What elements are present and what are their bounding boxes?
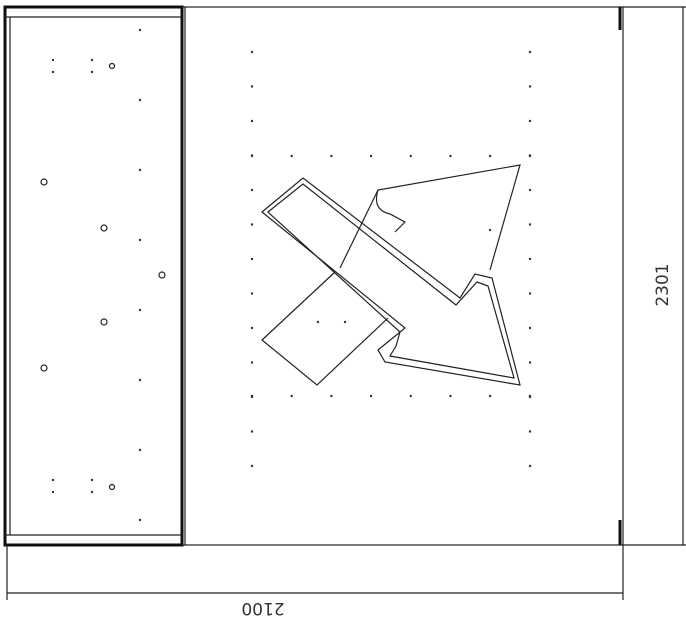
arrow-notch	[375, 189, 406, 233]
dot	[409, 394, 412, 398]
height-dimension: 2301	[653, 263, 673, 306]
dot	[250, 188, 254, 192]
dot	[51, 70, 55, 74]
dot	[138, 98, 142, 102]
dot	[290, 394, 293, 398]
dot	[528, 430, 532, 433]
rivet-dots	[51, 28, 532, 522]
arrow-inner	[267, 183, 515, 379]
dimension-lines	[6, 6, 686, 600]
dot	[250, 50, 254, 54]
dot	[528, 188, 532, 192]
dot	[528, 464, 532, 468]
dot	[330, 154, 333, 158]
dot	[138, 238, 142, 242]
dot	[369, 154, 373, 158]
dot	[250, 154, 254, 158]
dot	[528, 326, 532, 330]
arrow-stem	[261, 271, 389, 386]
dot	[250, 119, 254, 123]
dot	[330, 394, 333, 398]
dot	[138, 448, 142, 452]
dot	[138, 168, 142, 172]
dot	[51, 490, 55, 494]
dot	[90, 70, 94, 74]
outer-frame	[4, 6, 624, 546]
dot	[528, 292, 532, 295]
dot	[528, 85, 532, 88]
dot	[250, 85, 254, 88]
dot	[489, 154, 492, 158]
dot	[250, 430, 254, 433]
fixings	[40, 62, 166, 491]
dot	[90, 58, 94, 62]
dot	[528, 361, 532, 364]
dot	[90, 478, 94, 482]
dot	[449, 154, 452, 158]
dot	[316, 320, 320, 324]
arrow-head	[339, 164, 521, 271]
dot	[409, 154, 412, 158]
dot	[528, 394, 532, 398]
dot	[528, 154, 532, 158]
left-panel	[3, 5, 184, 547]
dot	[343, 320, 347, 324]
dot	[489, 394, 492, 398]
dot	[528, 50, 532, 54]
dot	[51, 58, 55, 62]
arrow	[261, 164, 521, 386]
dot	[90, 490, 94, 494]
arrow-outline	[261, 177, 521, 386]
dot	[250, 394, 254, 398]
dot	[138, 308, 142, 312]
dot	[369, 394, 373, 398]
dot	[449, 394, 452, 398]
dot	[138, 518, 142, 522]
dot	[528, 257, 532, 261]
dot	[250, 223, 254, 226]
dot	[290, 154, 293, 158]
dot	[250, 361, 254, 364]
dot	[138, 28, 142, 32]
dot	[250, 257, 254, 261]
dot	[250, 464, 254, 468]
dot	[138, 378, 142, 382]
dot	[528, 223, 532, 226]
dot	[250, 326, 254, 330]
dot	[51, 478, 55, 482]
dot	[488, 228, 492, 232]
width-dimension: 2100	[241, 598, 284, 618]
dot	[528, 119, 532, 123]
dot	[250, 292, 254, 295]
